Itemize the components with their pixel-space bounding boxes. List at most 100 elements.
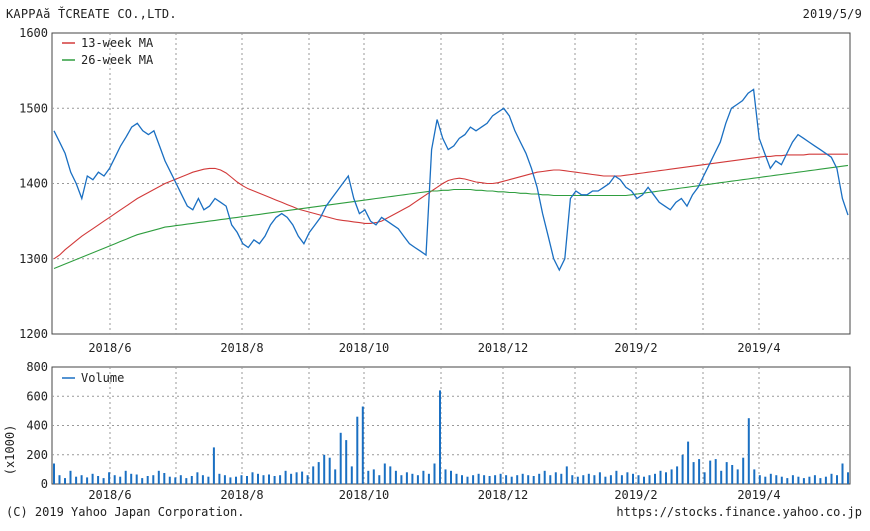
volume-bar [124,470,127,484]
volume-bar [356,416,359,484]
volume-bar [179,475,182,484]
volume-bar [505,475,508,484]
volume-bar [108,472,111,484]
volume-grid [52,367,850,484]
volume-bar [196,472,199,484]
volume-bar [626,472,629,484]
volume-bar [687,441,690,484]
volume-bar [69,470,72,484]
volume-bar [543,470,546,484]
volume-bar [328,457,331,484]
volume-bar [163,473,166,484]
copyright-text: (C) 2019 Yahoo Japan Corporation. [6,505,245,519]
price-y-tick-label: 1500 [19,101,48,115]
volume-bar [549,475,552,484]
volume-bar [488,476,491,484]
volume-bar [802,478,805,484]
volume-bar [240,475,243,484]
volume-bar [714,459,717,484]
volume-bar [168,476,171,484]
volume-x-axis: 2018/6 2018/8 2018/10 2018/12 2019/2 2019/4 [88,488,780,502]
volume-bar [257,473,259,484]
volume-bar [643,476,645,484]
volume-bar [753,469,756,484]
volume-bar [268,474,270,484]
volume-bar [141,478,144,484]
volume-bar [676,466,679,484]
company-name: KAPPAă ŤCREATE CO.,LTD. [6,7,177,21]
volume-bar [439,390,441,484]
volume-bar [516,475,519,484]
volume-bar [290,473,293,484]
volume-bar [571,475,574,484]
volume-bar [742,457,745,484]
volume-x-tick-label: 2018/6 [88,488,131,502]
volume-bar [427,473,430,484]
price-panel: 1200 1300 1400 1500 1600 2018/6 2018/8 2018/10… [19,26,851,355]
volume-bar [223,475,226,484]
volume-bar [455,473,458,484]
volume-bar [637,475,640,484]
volume-bar [791,475,794,484]
volume-bar [295,472,298,484]
ma26-line [53,164,849,270]
volume-bar [769,473,772,484]
volume-y-tick-label: 800 [26,360,48,374]
volume-bar [53,463,55,484]
legend-label: 26-week MA [81,53,154,67]
volume-bar [306,475,309,484]
price-x-tick-label: 2018/12 [478,341,529,355]
volume-bar [615,470,618,484]
volume-bar [378,475,381,484]
volume-bar [565,466,568,484]
price-legend: 13-week MA 26-week MA [62,36,154,67]
price-x-tick-label: 2019/2 [614,341,657,355]
volume-bar [598,472,601,484]
volume-bar [279,475,282,484]
volume-bar [450,470,452,484]
volume-bars [53,390,849,485]
volume-bar [477,473,480,484]
volume-bar [527,475,530,484]
volume-bar [367,470,370,484]
volume-bar [709,460,712,484]
volume-bar [609,475,612,484]
source-url: https://stocks.finance.yahoo.co.jp [616,505,862,519]
volume-bar [345,440,348,484]
volume-bar [731,465,734,484]
volume-bar [593,475,596,484]
volume-bar [576,476,579,484]
volume-bar [819,478,822,484]
volume-bar [97,476,100,484]
volume-bar [400,475,403,484]
volume-bar [648,475,651,484]
volume-bar [152,475,155,484]
volume-bar [389,466,392,484]
volume-bar [405,472,408,484]
volume-bar [670,469,673,484]
price-y-tick-label: 1200 [19,327,48,341]
volume-bar [284,470,287,484]
volume-bar [483,475,486,484]
price-x-tick-label: 2018/6 [88,341,131,355]
volume-bar [604,476,607,484]
volume-bar [235,476,237,484]
volume-bar [747,418,750,484]
volume-bar [786,478,789,484]
volume-bar [654,473,656,484]
volume-bar [758,475,761,484]
volume-bar [444,469,447,484]
volume-bar [174,477,177,484]
volume-bar [102,478,105,484]
volume-y-tick-label: 200 [26,448,48,462]
price-plot-frame [51,32,851,335]
volume-bar [532,476,535,484]
price-line [53,88,849,272]
volume-bar [725,462,728,484]
volume-bar [383,463,386,484]
price-series [53,88,849,272]
price-x-tick-label: 2019/4 [737,341,780,355]
volume-bar [521,473,524,484]
volume-y-axis: 0 200 400 600 800 [26,360,48,491]
price-x-tick-label: 2018/10 [339,341,390,355]
